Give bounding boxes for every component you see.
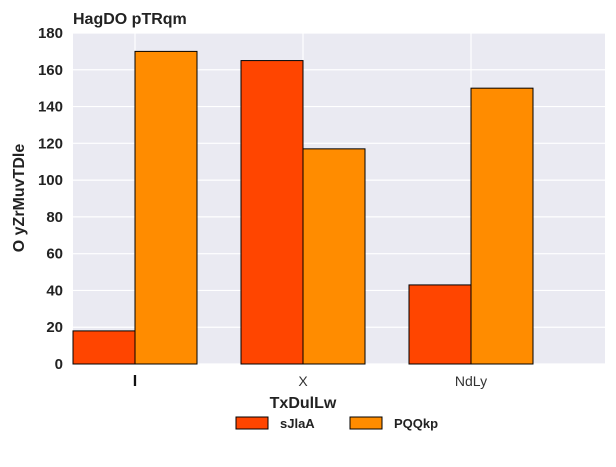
y-tick-label: 0 <box>55 356 63 373</box>
y-tick-label: 60 <box>46 246 63 263</box>
bar-PQQkp-X <box>302 148 366 365</box>
x-tick-label: I <box>133 373 137 390</box>
y-tick-label: 120 <box>38 135 63 152</box>
y-tick-label: 140 <box>38 99 63 116</box>
x-tick-label: NdLy <box>455 373 487 389</box>
legend: sJlaA PQQkp <box>235 416 438 431</box>
chart-title: HagDO pTRqm <box>73 11 187 28</box>
legend-swatch-sJlaA <box>235 416 269 430</box>
bar-sJlaA-X <box>240 60 304 365</box>
bar-sJlaA-NdLy <box>408 284 472 365</box>
x-axis-label: TxDulLw <box>270 395 337 412</box>
y-tick-label: 80 <box>46 209 63 226</box>
x-tick-labels: I X NdLy <box>133 373 487 390</box>
y-axis-label: O yZrMuvTDle <box>11 144 28 253</box>
bar-sJlaA-I <box>72 330 136 365</box>
bars <box>72 50 534 365</box>
y-tick-label: 100 <box>38 172 63 189</box>
bar-PQQkp-I <box>134 50 198 365</box>
x-tick-label: X <box>298 373 308 389</box>
y-tick-label: 40 <box>46 282 63 299</box>
y-tick-label: 20 <box>46 319 63 336</box>
bar-PQQkp-NdLy <box>470 87 534 365</box>
y-tick-label: 160 <box>38 62 63 79</box>
y-tick-labels: 0 20 40 60 80 100 120 140 160 180 <box>38 25 63 373</box>
legend-label-sJlaA: sJlaA <box>280 416 315 431</box>
legend-label-PQQkp: PQQkp <box>394 416 438 431</box>
legend-swatch-PQQkp <box>349 416 383 430</box>
y-tick-label: 180 <box>38 25 63 42</box>
